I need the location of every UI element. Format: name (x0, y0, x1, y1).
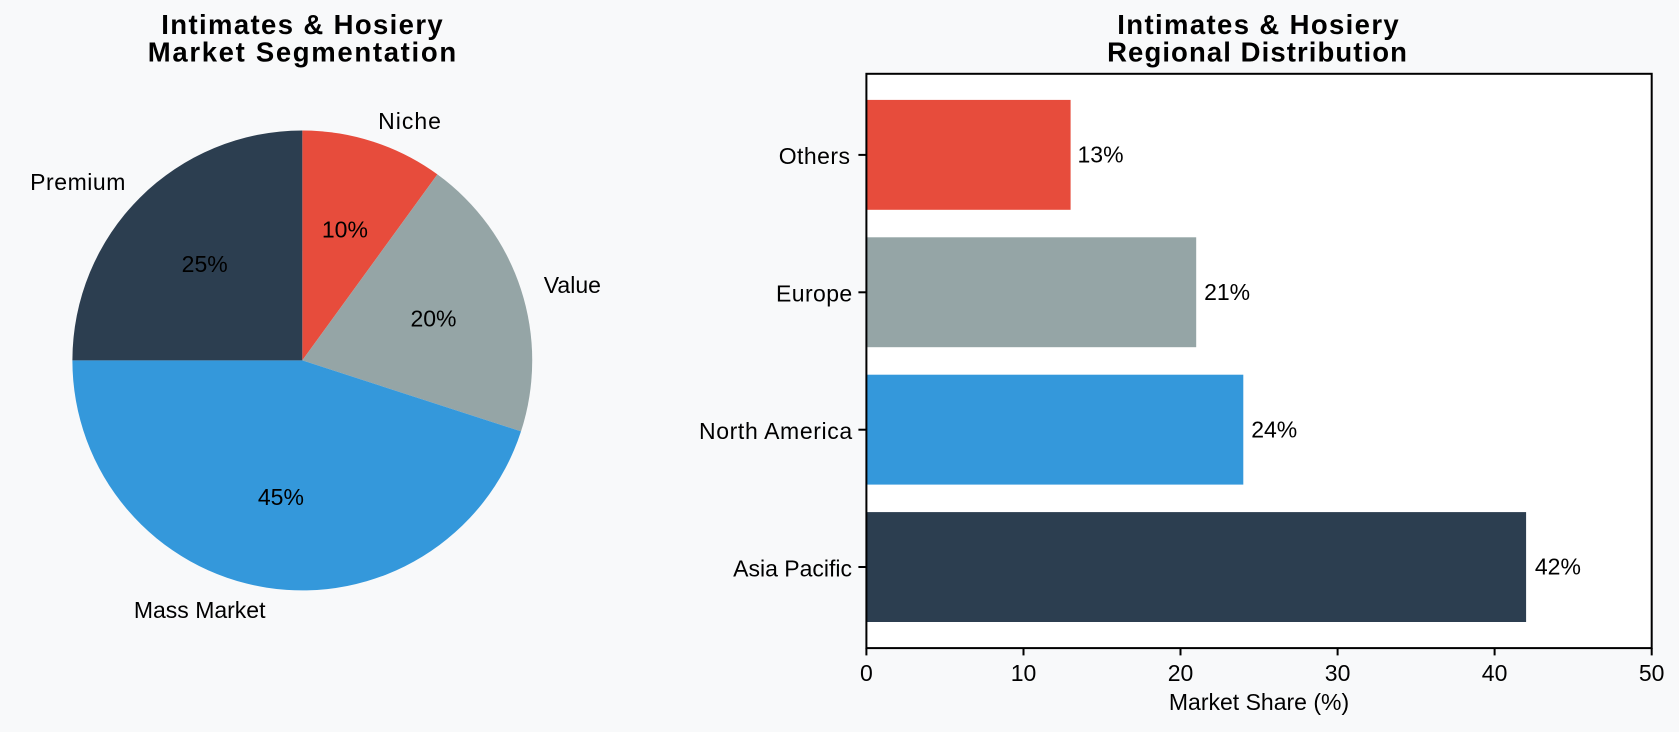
svg-text:42%: 42% (1535, 554, 1581, 580)
svg-text:Mass Market: Mass Market (134, 597, 266, 623)
svg-text:45%: 45% (258, 484, 304, 510)
svg-text:North America: North America (699, 418, 853, 444)
svg-text:Niche: Niche (378, 108, 442, 134)
svg-text:Intimates & Hosiery: Intimates & Hosiery (1117, 9, 1400, 40)
svg-text:Intimates & Hosiery: Intimates & Hosiery (161, 9, 444, 40)
svg-text:21%: 21% (1204, 279, 1250, 305)
svg-text:Others: Others (779, 143, 851, 169)
svg-text:Premium: Premium (30, 169, 126, 195)
svg-text:Asia Pacific: Asia Pacific (733, 555, 852, 581)
svg-text:20: 20 (1168, 660, 1194, 686)
svg-text:40: 40 (1482, 660, 1508, 686)
svg-text:Regional Distribution: Regional Distribution (1107, 37, 1408, 68)
svg-text:Europe: Europe (776, 281, 853, 307)
svg-text:Value: Value (544, 272, 601, 298)
svg-text:10%: 10% (322, 216, 368, 242)
svg-text:Market Segmentation: Market Segmentation (148, 37, 458, 68)
svg-text:30: 30 (1325, 660, 1351, 686)
svg-text:50: 50 (1639, 660, 1665, 686)
svg-text:25%: 25% (182, 251, 228, 277)
svg-text:0: 0 (860, 660, 873, 686)
svg-text:24%: 24% (1251, 416, 1297, 442)
svg-text:10: 10 (1011, 660, 1037, 686)
svg-text:Market Share (%): Market Share (%) (1169, 689, 1349, 715)
svg-text:13%: 13% (1078, 142, 1124, 168)
svg-text:20%: 20% (410, 306, 456, 332)
